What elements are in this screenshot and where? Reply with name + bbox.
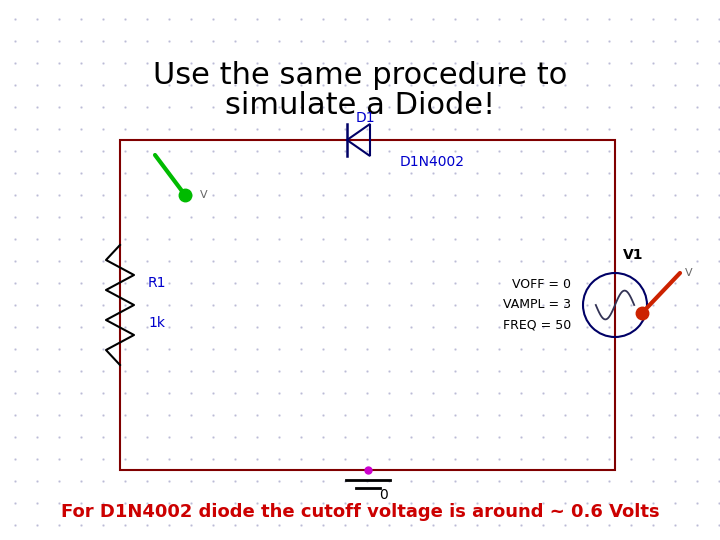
Text: D1N4002: D1N4002 [400,155,465,169]
Bar [120,140,615,470]
Text: For D1N4002 diode the cutoff voltage is around ~ 0.6 Volts: For D1N4002 diode the cutoff voltage is … [60,503,660,521]
Text: VOFF = 0: VOFF = 0 [512,279,571,292]
Text: FREQ = 50: FREQ = 50 [503,319,571,332]
Text: simulate a Diode!: simulate a Diode! [225,91,495,119]
Text: D1: D1 [355,111,375,125]
Text: V: V [200,190,207,200]
Text: V1: V1 [623,248,644,262]
Text: V: V [685,268,693,278]
Text: 1k: 1k [148,316,165,330]
Text: R1: R1 [148,276,166,290]
Text: 0: 0 [379,488,388,502]
Text: Use the same procedure to: Use the same procedure to [153,60,567,90]
Text: VAMPL = 3: VAMPL = 3 [503,299,571,312]
